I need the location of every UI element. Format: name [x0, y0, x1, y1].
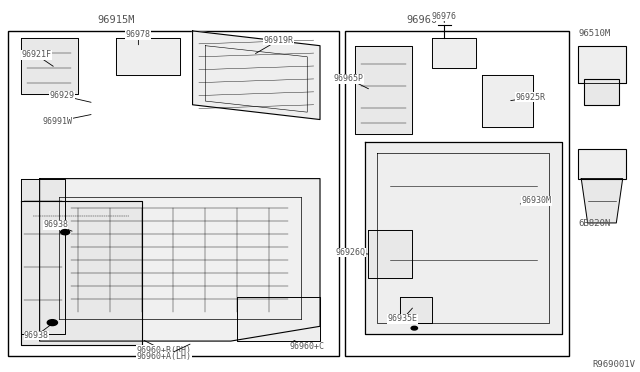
Polygon shape — [365, 142, 562, 334]
Text: 96965P: 96965P — [333, 74, 364, 83]
Text: 96929: 96929 — [49, 91, 74, 100]
Polygon shape — [20, 38, 78, 94]
Polygon shape — [20, 179, 65, 334]
Bar — [584, 79, 620, 105]
Polygon shape — [40, 179, 320, 341]
Polygon shape — [483, 75, 534, 127]
Text: 96919R: 96919R — [264, 36, 294, 45]
Text: 96978: 96978 — [126, 30, 151, 39]
Text: 96960+A(LH): 96960+A(LH) — [136, 352, 191, 361]
Bar — [346, 31, 568, 356]
Bar — [578, 46, 626, 83]
Circle shape — [61, 230, 70, 235]
Text: 96960+C: 96960+C — [290, 342, 324, 351]
Text: 96921F: 96921F — [21, 51, 51, 60]
Text: 96960: 96960 — [406, 15, 438, 25]
Text: R969001V: R969001V — [593, 360, 636, 369]
Circle shape — [411, 326, 417, 330]
Text: 6B820N: 6B820N — [578, 219, 611, 228]
Bar — [578, 149, 626, 179]
Polygon shape — [20, 201, 141, 345]
Text: 96976: 96976 — [432, 12, 457, 21]
Text: 96938: 96938 — [24, 331, 49, 340]
Polygon shape — [399, 297, 431, 323]
Polygon shape — [355, 46, 412, 134]
Polygon shape — [431, 38, 476, 68]
Polygon shape — [368, 230, 412, 278]
Circle shape — [47, 320, 58, 326]
Text: 96925R: 96925R — [515, 93, 545, 102]
Text: 96930M: 96930M — [522, 196, 552, 205]
Text: 96926Q: 96926Q — [335, 248, 365, 257]
Polygon shape — [581, 179, 623, 223]
Text: 96960+B(RH): 96960+B(RH) — [136, 346, 191, 355]
Polygon shape — [237, 297, 320, 341]
Text: 96915M: 96915M — [97, 15, 135, 25]
Text: 96938: 96938 — [43, 220, 68, 229]
Text: 96991W: 96991W — [42, 117, 72, 126]
Polygon shape — [116, 38, 180, 75]
Text: 96510M: 96510M — [578, 29, 611, 38]
Polygon shape — [193, 31, 320, 119]
Text: 96935E: 96935E — [388, 314, 418, 323]
Bar — [8, 31, 339, 356]
